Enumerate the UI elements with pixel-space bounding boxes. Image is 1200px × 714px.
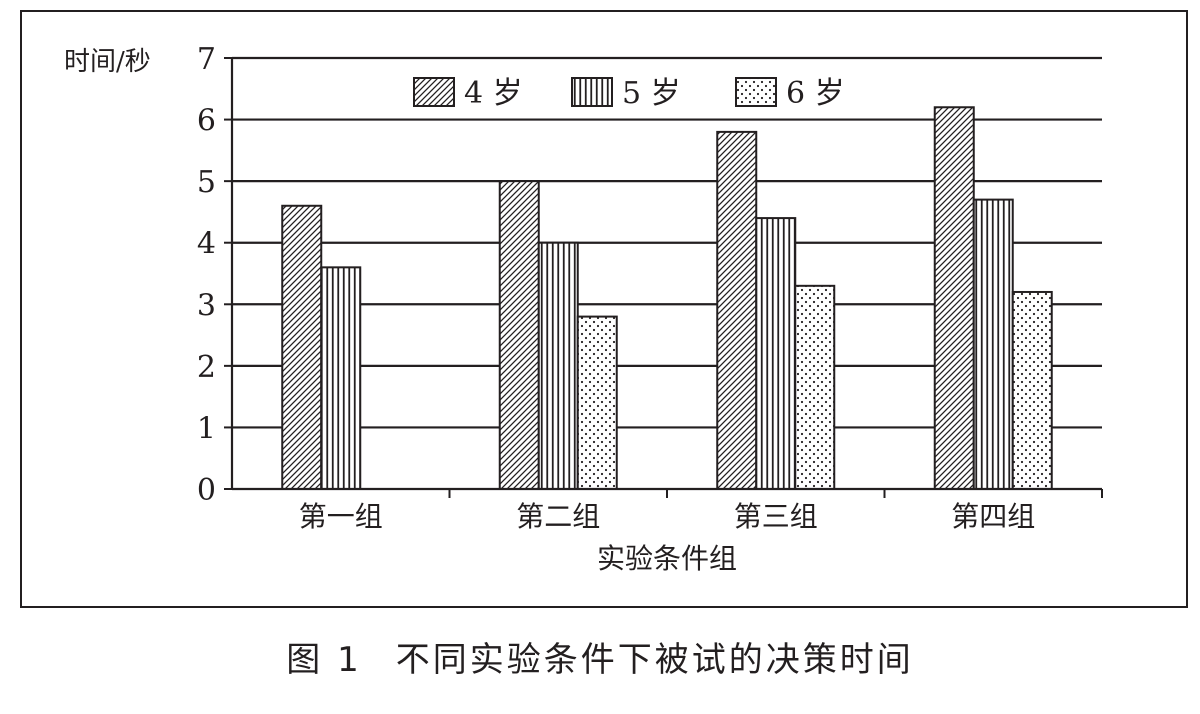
legend-swatch [571,77,613,107]
bars [281,106,1053,491]
legend-swatch [413,77,455,107]
figure-title: 不同实验条件下被试的决策时间 [395,640,914,680]
axes: 0 1 2 3 4 5 6 7 第一组 第二组 第三组 第四组 [197,42,1103,533]
y-tick-label: 1 [197,411,216,446]
bar [320,266,362,491]
y-tick-label: 4 [197,227,216,262]
bar [498,180,540,490]
bar [755,217,797,490]
y-tick-label: 5 [197,165,216,200]
x-axis-label: 实验条件组 [597,542,737,575]
y-tick-label: 0 [197,473,216,508]
y-axis-label: 时间/秒 [64,47,151,77]
x-tick-label: 第二组 [516,500,600,533]
bar [933,106,975,490]
bar [794,284,836,491]
bar [716,130,758,490]
y-tick-label: 3 [197,288,216,323]
y-tick-label: 6 [197,104,216,139]
bar [281,204,323,490]
y-tick-label: 7 [197,42,216,77]
legend: 4 岁 5 岁 6 岁 [413,76,845,111]
legend-label: 6 岁 [786,76,845,111]
bar [576,315,618,490]
figure-number: 图 1 [286,640,362,680]
bar [1011,290,1053,490]
x-tick-label: 第三组 [734,500,818,533]
legend-swatch [735,77,777,107]
legend-label: 5 岁 [622,76,681,111]
y-tick-label: 2 [197,350,216,385]
chart-frame [20,10,1188,608]
x-tick-label: 第四组 [951,500,1035,533]
legend-label: 4 岁 [464,76,523,111]
bar [537,241,579,490]
figure-caption: 图 1 不同实验条件下被试的决策时间 [0,632,1200,681]
bar [972,198,1014,490]
x-tick-label: 第一组 [299,500,383,533]
